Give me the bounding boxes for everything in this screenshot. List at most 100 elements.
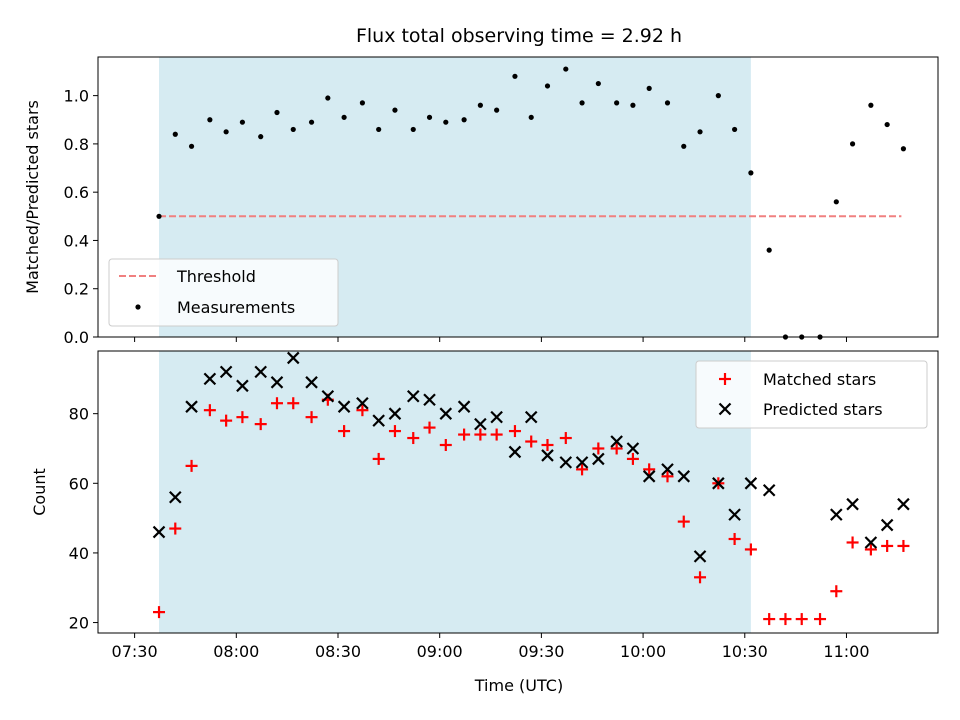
predicted-star-point — [642, 470, 656, 483]
measurement-point — [443, 119, 449, 125]
y-tick-label: 40 — [69, 544, 89, 563]
matched-legend-swatch — [719, 373, 731, 385]
measurement-point — [258, 134, 264, 140]
matched-star-point — [576, 463, 589, 476]
matched-star-point — [236, 411, 249, 424]
matched-star-point — [490, 428, 503, 441]
measurement-point — [512, 73, 518, 79]
predicted-star-point — [728, 508, 741, 521]
measurement-point — [849, 141, 856, 147]
predicted-star-point — [169, 490, 182, 504]
measurement-point — [359, 100, 366, 106]
matched-star-point — [439, 439, 452, 451]
matched-star-point — [643, 463, 656, 476]
predicted-star-point — [559, 456, 573, 469]
predicted-star-point — [286, 351, 300, 365]
predicted-star-point — [744, 477, 758, 490]
predicted-star-point — [337, 400, 351, 413]
predicted-star-point — [236, 379, 249, 393]
predicted-star-point — [693, 550, 707, 563]
predicted-star-point — [541, 449, 554, 462]
x-tick-label: 11:00 — [823, 642, 869, 661]
matched-star-point — [830, 585, 843, 598]
predicted-star-point — [846, 497, 859, 511]
matched-star-point — [356, 404, 369, 417]
x-axis-label: Time (UTC) — [474, 676, 563, 695]
measurement-point — [664, 100, 671, 106]
predicted-star-point — [897, 497, 910, 511]
count-legend: Matched stars Predicted stars — [695, 360, 928, 429]
predicted-star-point — [712, 477, 725, 490]
predicted-star-point — [592, 452, 605, 466]
predicted-star-point — [203, 372, 217, 386]
measurement-point — [900, 146, 907, 152]
predicted-star-point — [152, 525, 166, 539]
x-tick-label: 09:00 — [417, 642, 463, 661]
observing-window-bottom — [159, 351, 751, 633]
matched-star-point — [694, 571, 707, 584]
measurement-point — [376, 126, 382, 133]
measurement-point — [681, 143, 687, 149]
measurement-point — [833, 199, 839, 205]
measurement-point — [697, 129, 703, 135]
matched-star-point — [423, 421, 436, 434]
predicted-star-point — [372, 414, 385, 427]
predicted-star-point — [423, 393, 436, 407]
matched-star-point — [626, 452, 639, 465]
y-tick-label: 0.6 — [64, 183, 89, 202]
measurement-point — [614, 100, 620, 106]
count-panel: 07:30 08:00 08:30 09:00 09:30 10:00 10:30 11:00… — [30, 350, 939, 695]
y-tick-label: 1.0 — [64, 87, 89, 106]
matched-star-point — [897, 539, 910, 552]
measurement-point — [715, 93, 721, 99]
predicted-legend-swatch — [718, 402, 732, 416]
matched-star-point — [881, 539, 894, 552]
predicted-star-point — [474, 417, 487, 431]
y-tick-label: 0.8 — [64, 135, 89, 154]
predicted-star-point — [321, 389, 335, 403]
matched-star-point — [254, 418, 267, 431]
measurements-legend-label: Measurements — [177, 298, 295, 317]
y-tick-label: 20 — [69, 614, 89, 633]
matched-star-point — [388, 425, 401, 438]
measurement-point — [461, 117, 467, 123]
matched-legend-label: Matched stars — [763, 370, 876, 389]
measurement-point — [595, 80, 601, 87]
matched-star-point — [541, 439, 554, 451]
measurement-point — [308, 119, 315, 125]
matched-star-point — [338, 425, 351, 438]
matched-star-point — [458, 428, 471, 441]
x-tick-label: 09:30 — [518, 642, 564, 661]
matched-star-point — [864, 543, 877, 556]
measurement-point — [732, 126, 738, 133]
x-tick-label: 07:30 — [112, 642, 158, 661]
predicted-star-point — [356, 396, 369, 410]
measurement-point — [290, 126, 296, 133]
measurement-point — [426, 114, 433, 120]
matched-star-point — [779, 613, 792, 626]
predicted-star-point — [830, 508, 843, 521]
predicted-star-point — [388, 407, 402, 420]
measurement-point — [325, 95, 331, 101]
matched-star-point — [153, 606, 166, 619]
matched-star-point — [814, 613, 827, 626]
predicted-star-point — [270, 376, 284, 389]
predicted-star-point — [626, 442, 640, 455]
y-tick-label: 0.2 — [64, 280, 89, 299]
predicted-star-point — [305, 376, 318, 389]
ratio-legend: Threshold Measurements — [108, 258, 339, 327]
matched-star-point — [203, 404, 216, 417]
measurement-point — [630, 102, 636, 108]
measurement-point — [172, 131, 178, 137]
measurement-point — [544, 83, 551, 89]
matched-star-point — [305, 411, 318, 424]
measurement-point — [392, 107, 398, 113]
count-panel-frame — [97, 350, 939, 634]
x-tick-label: 08:30 — [315, 642, 361, 661]
x-tick-label: 08:00 — [213, 642, 259, 661]
predicted-star-point — [457, 400, 471, 413]
matched-star-point — [407, 432, 420, 445]
chart-title: Flux total observing time = 2.92 h — [356, 25, 682, 47]
predicted-star-point — [524, 410, 538, 424]
